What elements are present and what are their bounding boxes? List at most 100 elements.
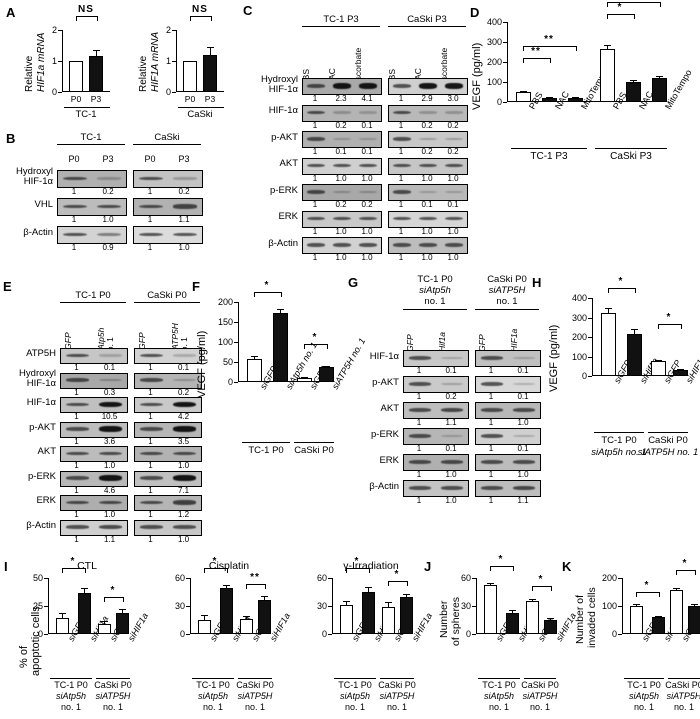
blot-quant-value: 1 [148,485,153,495]
significance-label: NS [78,4,94,15]
panel-g: G TC-1 P0 siAtp5h no. 1 CaSki P0 siATP5H no. … [345,272,541,524]
blot-band-box [302,78,382,95]
blot-row-name: ERK [278,211,298,222]
bar [203,54,217,92]
error-cap [364,587,372,589]
error-bar [61,612,63,619]
bar [567,98,583,102]
blot-band [445,111,463,114]
y-axis [332,578,333,634]
blot-band [419,190,437,194]
y-tick-label: 100 [571,351,587,362]
error-cap [519,90,527,92]
significance-label: * [394,568,400,580]
error-bar [83,588,85,593]
y-axis [238,302,239,382]
blot-quant-value: 0.1 [335,147,347,156]
bar [687,606,700,634]
bar [541,97,557,102]
blot-band-box [60,446,128,462]
y-tick [186,634,190,635]
blot-quant-value: 0.1 [177,363,190,372]
blot-quant-value: 4.1 [361,94,373,103]
y-tick-label: 30 [316,601,327,611]
chart-area: 0100200300400siGFPsiHif1asiGFPsiHIF1a** [572,276,700,385]
bar [77,592,91,634]
blot-quant-value: 2.9 [421,94,433,103]
blot-band-box [403,402,469,419]
blot-group-underline [133,144,201,145]
group-label-no: no. 1 [386,702,408,712]
y-tick [234,362,238,363]
significance-bracket [388,580,408,586]
blot-quant-value: 7.1 [177,485,190,495]
y-tick-label: 60 [460,573,471,583]
y-axis-label: Number [438,600,450,638]
blot-band [333,190,351,194]
blot-group-header: TC-1 P0 [417,274,453,285]
error-cap [672,588,680,590]
y-tick-label: 150 [217,317,233,327]
significance-label: * [498,554,504,565]
x-category-label: P3 [204,94,216,104]
y-tick-label: 400 [571,293,587,303]
group-underline [242,442,290,443]
y-tick-label: 100 [601,601,617,611]
blot-band-box [57,170,127,188]
blot-row-name: p-AKT [29,421,56,433]
error-cap [654,360,662,362]
significance-bracket [76,16,98,21]
error-bar [95,50,97,57]
error-cap [200,615,208,617]
bar [339,605,353,634]
blot-quant-value: 3.0 [447,94,459,103]
y-axis-label: Relative [138,55,149,92]
error-cap [545,96,553,98]
group-underline [478,678,520,679]
blot-quant-value: 1 [148,461,153,470]
group-label-sirna: siAtp5h [483,691,515,701]
y-tick-label: 200 [601,573,617,583]
blot-quant-value: 1 [416,392,422,401]
blot-band [409,434,431,438]
y-tick [234,322,238,323]
group-label: TC-1 [75,109,97,120]
blot-band [66,525,89,529]
group-label: TC-1 P0 [196,680,230,690]
blot-band [513,382,535,386]
bar [69,61,83,92]
blot-band [441,460,463,464]
blot-quant-value: 0.3 [103,387,116,397]
bar [543,620,557,634]
error-cap [222,585,230,587]
panel-g-label: G [348,275,359,290]
blot-band [441,356,463,360]
blot-band [445,190,463,194]
blot-band [99,524,122,530]
blot-band [173,475,196,481]
blot-band [173,401,196,408]
blot-band [307,190,325,194]
chart-area: 03060siGFPsiHif1asiGFPsiHIF1a** [461,554,578,643]
y-axis-label: invaded cells [586,587,598,648]
group-label-sirna: siATP5H no. 1 [637,447,699,458]
blot-band [139,232,163,237]
blot-quant-value: 1.0 [447,173,459,183]
y-tick-label: 1 [51,56,57,66]
blot-quant-value: 1 [312,120,318,130]
significance-label: * [682,558,688,569]
chart-area: 03060siGFPsiHif1asiGFPsiHIF1a** [317,556,434,643]
panel-f: F VEGF (pg/ml) 0 50 100 150 200 siGFP siAtp5h n… [190,278,367,524]
error-bar [367,587,369,592]
blot-quant-value: 1 [147,187,153,196]
group-underline [50,678,92,679]
error-bar [279,309,281,314]
error-cap [630,329,638,331]
blot-group-header-no: no. 1 [424,296,446,307]
blot-quant-value: 0.1 [361,120,373,130]
blot-band-box [57,226,127,244]
panel-a: A Relative HIF1a mRNA 0 1 2 NS P0 P3 TC-1 Relativ… [0,0,240,128]
group-label: CaSki P0 [378,680,416,690]
blot-band-box [403,350,469,367]
